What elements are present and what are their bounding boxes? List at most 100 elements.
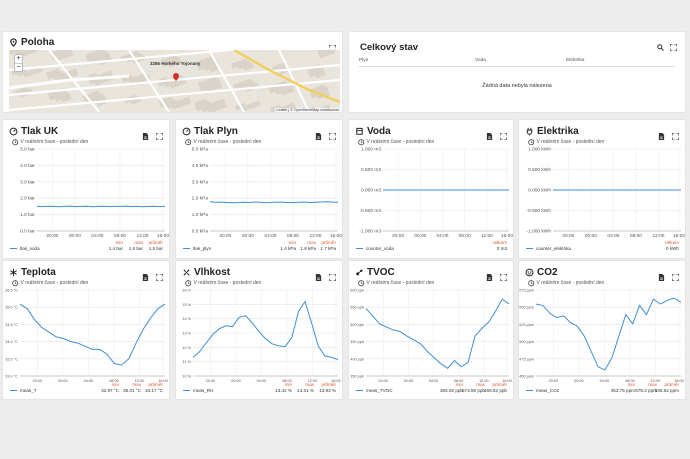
map-pin — [173, 68, 179, 81]
legend-value: 0 kWh — [665, 246, 679, 251]
chart[interactable]: 16 % 15 % 14 % 13 % 12 % 11 % 10 % 20:00 00:00 04… — [176, 287, 344, 387]
fullscreen-icon[interactable] — [499, 127, 508, 141]
chart-legend: meas_T min 32.97 °C max 35.01 °C průměr 34.17 … — [3, 382, 169, 398]
search-icon[interactable] — [657, 44, 664, 51]
y-tick-label: 450 ppb — [350, 340, 364, 344]
export-icon[interactable] — [658, 127, 665, 140]
clock-icon — [528, 139, 535, 146]
y-tick-label: 5.0 bar — [20, 147, 35, 153]
y-tick-label: 1.000 kWh — [528, 147, 551, 153]
y-tick-label: 16 % — [182, 289, 191, 293]
series-line — [19, 303, 166, 366]
x-tick-label: 04:00 — [600, 379, 610, 383]
y-tick-label: -1.000 m3 — [359, 229, 381, 235]
tvoc-panel: TVOC V reálném čase - poslední den 600 ppb… — [348, 260, 514, 400]
series-line — [36, 205, 166, 208]
y-tick-label: 3.0 bar — [20, 179, 35, 185]
zoom-out-button[interactable]: − — [16, 64, 21, 71]
chart[interactable]: 5.0 kPa 4.0 kPa 3.0 kPa 2.0 kPa 1.0 kPa 0.0 k… — [176, 146, 344, 246]
fullscreen-icon[interactable] — [671, 268, 680, 282]
realtime-label: V reálném čase - poslední den — [528, 280, 604, 287]
export-icon[interactable] — [142, 268, 149, 281]
y-tick-label: 34.0 °C — [5, 340, 18, 344]
x-tick-label: 16:00 — [502, 379, 512, 383]
series-line — [209, 201, 339, 204]
x-tick-label: 00:00 — [585, 233, 597, 239]
clock-icon — [185, 139, 192, 146]
legend-head: max — [476, 382, 485, 387]
legend-value: 34.17 °C — [145, 388, 163, 393]
x-tick-label: 04:00 — [429, 379, 439, 383]
legend-value: 355.92 ppb — [440, 388, 463, 393]
legend-swatch — [356, 248, 363, 250]
chart[interactable]: 1.000 kWh 0.500 kWh 0.000 kWh -0.500 kWh -1.… — [519, 146, 687, 246]
chart[interactable]: 1.000 m3 0.500 m3 0.000 m3 -0.500 m3 -1.000 … — [349, 146, 515, 246]
y-tick-label: 4.0 bar — [20, 163, 35, 169]
y-tick-label: 575 ppm — [519, 289, 534, 293]
chart[interactable]: 575 ppm 550 ppm 525 ppm 500 ppm 475 ppm 450 p… — [519, 287, 687, 387]
teplota-panel: Teplota V reálném čase - poslední den 35.5… — [2, 260, 170, 400]
legend-value: 1.4 kPa — [280, 246, 296, 251]
faucet-icon — [356, 127, 363, 135]
x-tick-label: 12:00 — [309, 233, 321, 239]
y-tick-label: 600 ppb — [350, 289, 364, 293]
fullscreen-icon[interactable] — [499, 268, 508, 282]
export-icon[interactable] — [142, 127, 149, 140]
tlakuk-panel: Tlak UK V reálném čase - poslední den 5.0 … — [2, 119, 170, 259]
y-tick-label: 14 % — [182, 317, 191, 321]
y-tick-label: 0.000 m3 — [361, 188, 381, 194]
clock-icon — [12, 280, 19, 287]
x-tick-label: 04:00 — [436, 233, 448, 239]
fullscreen-icon[interactable] — [328, 268, 337, 282]
export-icon[interactable] — [486, 268, 493, 281]
empty-message: Žádná data nebyla nalezena — [482, 83, 552, 89]
chart[interactable]: 35.5 °C 35.0 °C 34.5 °C 34.0 °C 33.5 °C 33.0 … — [3, 287, 171, 387]
x-tick-label: 08:00 — [114, 233, 126, 239]
chart-legend: counter_elektrika celkem 0 kWh — [519, 240, 685, 256]
zoom-in-button[interactable]: + — [15, 55, 22, 64]
x-tick-label: 20:00 — [46, 233, 58, 239]
map-view[interactable]: 3285 Horkého Tojonany + − Leaflet | © Op… — [9, 50, 340, 112]
legend-value: 35.01 °C — [123, 388, 141, 393]
legend-swatch — [356, 390, 363, 392]
fullscreen-icon[interactable] — [155, 268, 164, 282]
zoom-control: + − — [14, 54, 23, 72]
plug-icon — [526, 127, 533, 136]
legend-head: min — [111, 382, 119, 387]
legend-value: 14.31 % — [297, 388, 314, 393]
y-tick-label: 13 % — [182, 332, 191, 336]
legend-head: min — [627, 382, 635, 387]
status-table-header: Plyn Voda Elektrika — [359, 57, 675, 67]
x-tick-label: 16:00 — [674, 379, 684, 383]
export-icon[interactable] — [315, 268, 322, 281]
fullscreen-icon[interactable] — [328, 39, 337, 53]
location-card: Poloha 3285 Horkého Tojonany + − Leaflet… — [2, 31, 343, 113]
y-tick-label: 5.0 kPa — [192, 147, 209, 153]
realtime-label: V reálném čase - poslední den — [528, 139, 604, 146]
fullscreen-icon[interactable] — [155, 127, 164, 141]
legend-value: 536.82 ppm — [654, 388, 679, 393]
legend-value: 575.2 ppm — [635, 388, 657, 393]
legend-swatch — [526, 390, 533, 392]
y-tick-label: 1.0 kPa — [192, 212, 209, 218]
export-icon[interactable] — [658, 268, 665, 281]
legend-value: 13.93 % — [319, 388, 336, 393]
legend-swatch — [10, 390, 17, 392]
fullscreen-icon[interactable] — [328, 127, 337, 141]
x-tick-label: 16:00 — [330, 233, 342, 239]
x-tick-label: 16:00 — [158, 379, 168, 383]
y-tick-label: 1.0 bar — [20, 212, 35, 218]
panel-title: TVOC — [355, 267, 395, 278]
map-attribution[interactable]: Leaflet | © OpenStreetMap contributors — [275, 108, 340, 112]
y-tick-label: 0.0 bar — [20, 229, 35, 235]
export-icon[interactable] — [315, 127, 322, 140]
fullscreen-icon[interactable] — [670, 44, 677, 51]
clock-icon — [358, 139, 365, 146]
chart[interactable]: 600 ppb 550 ppb 500 ppb 450 ppb 400 ppb 350 p… — [349, 287, 515, 387]
fullscreen-icon[interactable] — [671, 127, 680, 141]
legend-swatch — [526, 248, 533, 250]
export-icon[interactable] — [486, 127, 493, 140]
status-card: Celkový stav Plyn Voda Elektrika Žádná d… — [348, 31, 686, 113]
chart[interactable]: 5.0 bar 4.0 bar 3.0 bar 2.0 bar 1.0 bar 0.0 b… — [3, 146, 171, 246]
realtime-label: V reálném čase - poslední den — [12, 280, 88, 287]
